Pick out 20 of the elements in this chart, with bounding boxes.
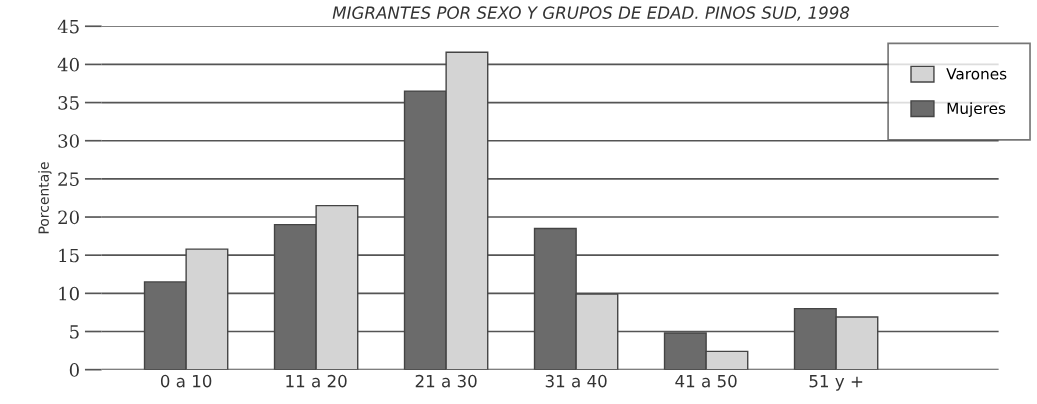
y-tick-label: 10 [59, 286, 79, 301]
x-tick-label: 21 a 30 [415, 374, 477, 388]
y-tick-label: 5 [70, 325, 79, 339]
y-tick-label: 40 [57, 57, 79, 72]
y-tick-label: 30 [58, 134, 79, 148]
y-tick-label: 45 [57, 19, 79, 34]
x-tick-label: 51 y + [809, 375, 863, 391]
y-tick-label: 20 [58, 210, 79, 225]
chart-title: MIGRANTES POR SEXO Y GRUPOS DE EDAD. PINOS SUD, 1998 [332, 6, 850, 21]
x-tick-label: 0 a 10 [160, 374, 212, 388]
y-tick-label: 35 [58, 96, 79, 110]
y-tick-label: 0 [69, 363, 79, 377]
x-tick-label: 31 a 40 [545, 374, 607, 388]
legend-label: Varones [946, 68, 1007, 80]
y-tick-label: 15 [59, 248, 79, 263]
legend-label: Mujeres [947, 102, 1006, 118]
y-axis-title: Porcentaje [38, 162, 52, 234]
x-tick-label: 11 a 20 [286, 374, 347, 388]
x-tick-label: 41 a 50 [675, 374, 737, 388]
y-tick-label: 25 [58, 172, 79, 186]
